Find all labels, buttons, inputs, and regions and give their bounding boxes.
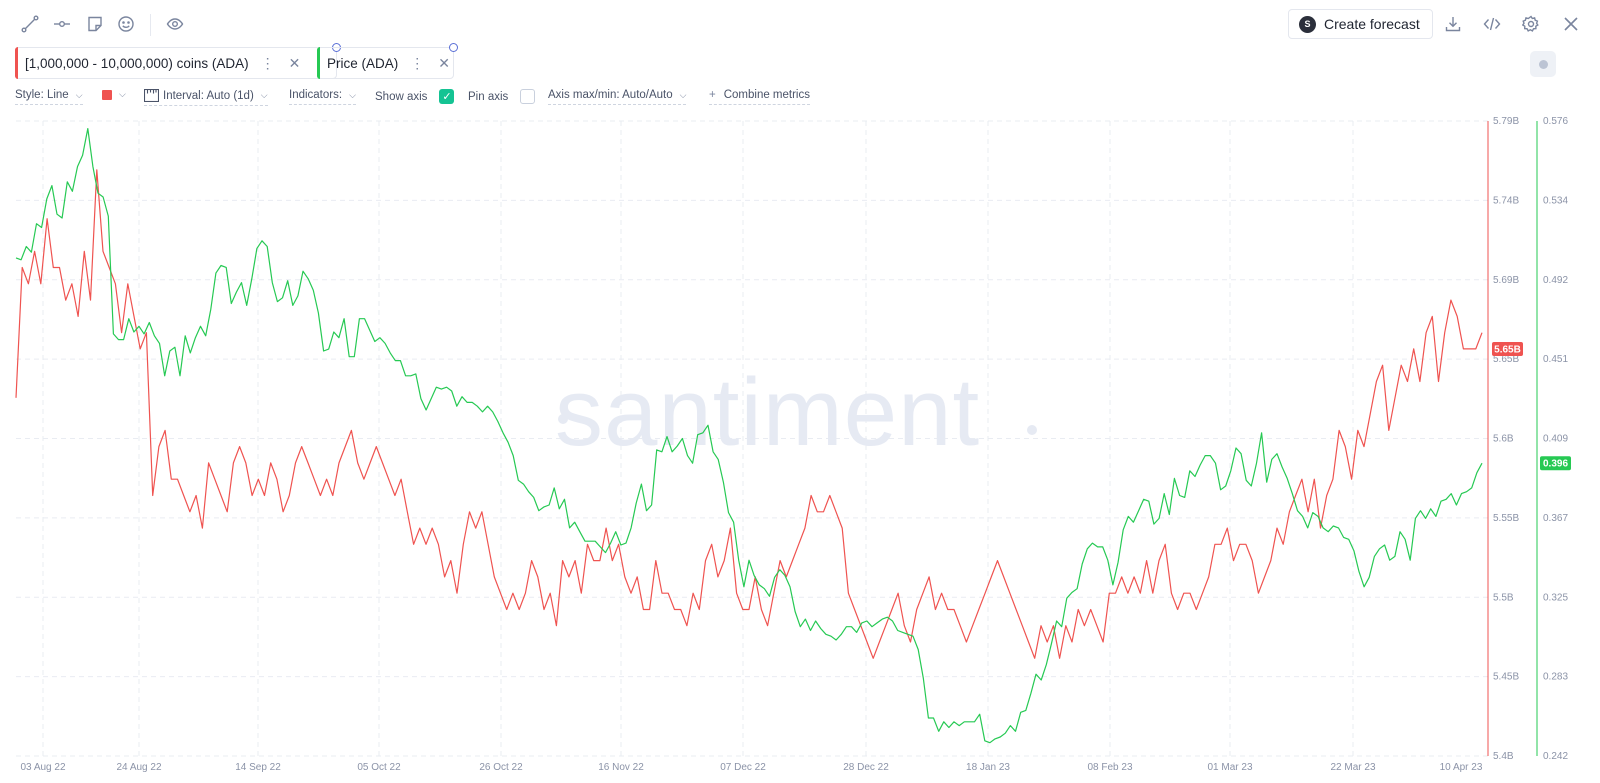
watermark-dot-left [558, 414, 568, 424]
x-tick-label: 28 Dec 22 [843, 762, 889, 773]
x-tick-label: 07 Dec 22 [720, 762, 766, 773]
y-tick-label-right: 0.409 [1543, 434, 1568, 445]
x-tick-label: 05 Oct 22 [357, 762, 401, 773]
download-icon[interactable] [1441, 12, 1465, 36]
x-tick-label: 24 Aug 22 [116, 762, 161, 773]
note-icon[interactable] [83, 12, 107, 36]
chart-grid [16, 120, 1492, 757]
chevron-down-icon: ⌵ [260, 90, 268, 100]
eye-icon[interactable] [163, 12, 187, 36]
y-tick-label-left: 5.5B [1493, 592, 1514, 603]
metric-color-bar [317, 47, 320, 79]
y-tick-label-right: 0.534 [1543, 195, 1568, 206]
x-tick-label: 08 Feb 23 [1087, 762, 1132, 773]
metric-label: Price (ADA) [327, 55, 399, 71]
color-select[interactable]: ⌵ [102, 89, 126, 100]
chevron-down-icon: ⌵ [119, 89, 126, 99]
metric-color-bar [15, 47, 18, 79]
create-forecast-button[interactable]: S Create forecast [1288, 9, 1433, 39]
series-layer [15, 128, 1483, 744]
current-value-badge-left-bg [1492, 341, 1523, 356]
current-value-badge-right: 0.396 [1543, 459, 1568, 470]
current-value-badge-left: 5.65B [1494, 344, 1521, 355]
series-line-holders [15, 169, 1483, 659]
y-tick-label-right: 0.325 [1543, 592, 1568, 603]
combine-metrics-button[interactable]: + Combine metrics [709, 89, 810, 105]
watermark-dot-right [1027, 425, 1037, 435]
metric-chip-price[interactable]: Price (ADA) ⋮ ✕ [317, 43, 458, 79]
y-tick-label-right: 0.576 [1543, 116, 1568, 127]
y-tick-label-right: 0.492 [1543, 275, 1568, 286]
axis-maxmin-label: Axis max/min: Auto/Auto [548, 89, 673, 101]
y-tick-label-left: 5.45B [1493, 672, 1519, 683]
metric-menu-icon[interactable]: ⋮ [260, 54, 275, 71]
x-tick-label: 03 Aug 22 [20, 762, 65, 773]
indicators-label: Indicators: [289, 89, 343, 101]
show-axis-checkbox[interactable]: ✓ [439, 89, 455, 104]
metric-settings-icon[interactable] [449, 43, 458, 52]
y-tick-label-left: 5.74B [1493, 195, 1519, 206]
toggle-dot-button[interactable] [1530, 51, 1556, 77]
y-tick-label-right: 0.451 [1543, 354, 1568, 365]
show-axis-label: Show axis [375, 90, 428, 103]
emoji-icon[interactable] [114, 12, 138, 36]
metric-chip-holders[interactable]: [1,000,000 - 10,000,000) coins (ADA) ⋮ ✕ [15, 43, 341, 79]
x-tick-label: 26 Oct 22 [479, 762, 523, 773]
metric-remove-icon[interactable]: ✕ [438, 54, 450, 71]
pin-axis-checkbox[interactable] [520, 89, 536, 104]
toolbar-separator [150, 14, 151, 36]
forecast-icon: S [1299, 15, 1316, 33]
settings-icon[interactable] [1519, 12, 1543, 36]
axis-maxmin-select[interactable]: Axis max/min: Auto/Auto ⌵ [548, 89, 687, 105]
chevron-down-icon: ⌵ [349, 89, 356, 100]
chevron-down-icon: ⌵ [679, 89, 687, 100]
x-tick-label: 10 Apr 23 [1440, 762, 1483, 773]
style-label: Style: Line [15, 89, 69, 101]
current-value-badge-right-bg [1540, 456, 1571, 471]
y-tick-label-left: 5.4B [1493, 751, 1514, 762]
interval-label: Interval: Auto (1d) [163, 89, 254, 102]
ruler-icon [144, 89, 159, 102]
line-draw-icon[interactable] [18, 12, 42, 36]
y-tick-label-left: 5.79B [1493, 116, 1519, 127]
metric-menu-icon[interactable]: ⋮ [410, 54, 425, 71]
chevron-down-icon: ⌵ [75, 89, 83, 100]
indicators-select[interactable]: Indicators: ⌵ [289, 89, 356, 105]
y-tick-label-left: 5.55B [1493, 513, 1519, 524]
x-tick-label: 16 Nov 22 [598, 762, 644, 773]
code-icon[interactable] [1480, 12, 1504, 36]
x-tick-label: 22 Mar 23 [1330, 762, 1375, 773]
y-tick-label-right: 0.367 [1543, 513, 1568, 524]
color-swatch [102, 89, 112, 100]
metric-remove-icon[interactable]: ✕ [288, 54, 301, 71]
combine-metrics-label: Combine metrics [723, 89, 810, 101]
santiment-watermark: santiment [555, 359, 980, 466]
x-tick-label: 18 Jan 23 [966, 762, 1010, 773]
x-tick-label: 01 Mar 23 [1207, 762, 1252, 773]
x-tick-label: 14 Sep 22 [235, 762, 281, 773]
interval-select[interactable]: Interval: Auto (1d) ⌵ [144, 89, 268, 106]
y-tick-label-right: 0.283 [1543, 672, 1568, 683]
y-tick-label-left: 5.65B [1493, 354, 1519, 365]
axes-layer: 03 Aug 22 24 Aug 22 14 Sep 22 05 Oct 22 26 O… [20, 116, 1571, 773]
pin-axis-toggle[interactable]: Pin axis [468, 89, 536, 104]
series-line-price [15, 128, 1483, 744]
y-tick-label-left: 5.6B [1493, 434, 1514, 445]
horizontal-line-icon[interactable] [50, 12, 74, 36]
show-axis-toggle[interactable]: Show axis ✓ [375, 89, 455, 104]
plus-icon: + [709, 89, 716, 101]
close-icon[interactable] [1559, 12, 1583, 36]
pin-axis-label: Pin axis [468, 90, 509, 103]
metric-label: [1,000,000 - 10,000,000) coins (ADA) [25, 55, 249, 71]
y-tick-label-left: 5.69B [1493, 275, 1519, 286]
create-forecast-label: Create forecast [1324, 16, 1420, 32]
y-tick-label-right: 0.242 [1543, 751, 1568, 762]
style-select[interactable]: Style: Line ⌵ [15, 89, 83, 105]
